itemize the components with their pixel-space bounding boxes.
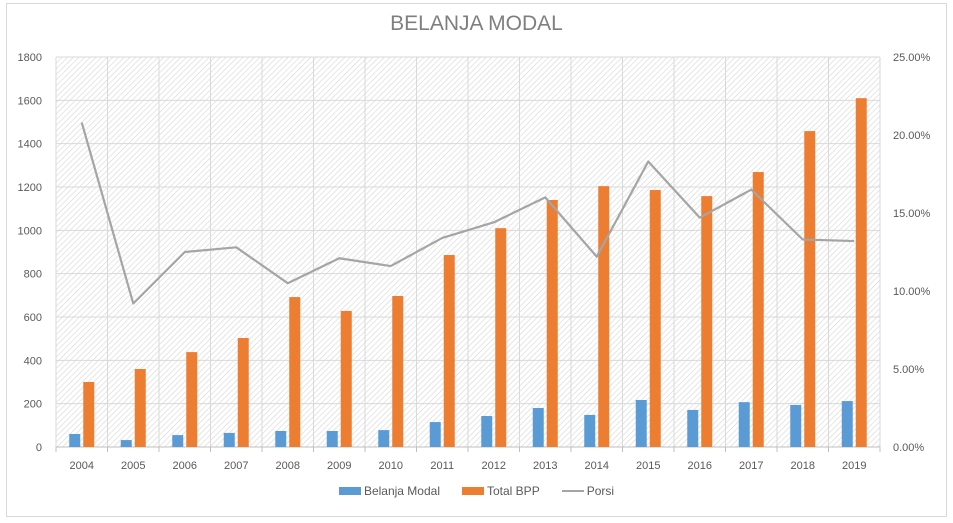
bar-belanja-modal xyxy=(69,434,81,447)
y-tick-label: 1800 xyxy=(18,52,42,64)
bar-belanja-modal xyxy=(223,432,235,447)
y2-tick-label: 20.00% xyxy=(893,130,931,142)
bar-belanja-modal xyxy=(326,430,338,447)
y-tick-label: 600 xyxy=(24,312,42,324)
x-tick-label: 2006 xyxy=(173,460,197,472)
bar-series xyxy=(69,98,867,448)
legend-swatch-orange xyxy=(462,487,484,495)
x-tick-label: 2004 xyxy=(70,460,94,472)
y-axis-left: 0 200 400 600 800 1000 1200 1400 1600 1800 xyxy=(18,52,42,454)
x-tick-label: 2019 xyxy=(842,460,866,472)
y2-tick-label: 25.00% xyxy=(893,52,931,64)
bar-belanja-modal xyxy=(687,409,699,447)
bar-belanja-modal xyxy=(429,422,441,447)
bar-belanja-modal xyxy=(584,414,596,447)
bar-total-bpp xyxy=(83,382,95,447)
bar-total-bpp xyxy=(855,98,867,448)
chart-title: BELANJA MODAL xyxy=(390,12,563,35)
bar-total-bpp xyxy=(752,172,764,448)
y-tick-label: 800 xyxy=(24,269,42,281)
bar-belanja-modal xyxy=(275,430,287,447)
y2-tick-label: 15.00% xyxy=(893,208,931,220)
legend-item-total-bpp[interactable]: Total BPP xyxy=(462,484,540,498)
x-tick-label: 2014 xyxy=(585,460,609,472)
x-tick-label: 2010 xyxy=(379,460,403,472)
legend-item-porsi[interactable]: Porsi xyxy=(561,484,615,498)
x-tick-label: 2012 xyxy=(482,460,506,472)
bar-total-bpp xyxy=(237,338,249,447)
bar-belanja-modal xyxy=(532,408,544,447)
y-tick-label: 1600 xyxy=(18,95,42,107)
bar-total-bpp xyxy=(701,196,713,447)
legend-line-swatch xyxy=(561,490,584,492)
y-tick-label: 1200 xyxy=(18,182,42,194)
bar-total-bpp xyxy=(443,255,455,447)
line-series-porsi xyxy=(80,122,855,305)
bar-belanja-modal xyxy=(790,404,802,447)
bar-belanja-modal xyxy=(172,435,184,447)
x-tick-label: 2005 xyxy=(121,460,145,472)
bar-total-bpp xyxy=(546,200,558,447)
bar-belanja-modal xyxy=(841,401,853,447)
y-tick-label: 0 xyxy=(36,442,42,454)
bar-total-bpp xyxy=(495,228,507,447)
bar-total-bpp xyxy=(598,186,610,447)
y-tick-label: 1000 xyxy=(18,225,42,237)
bar-belanja-modal xyxy=(738,402,750,447)
bar-total-bpp xyxy=(289,297,301,447)
y-tick-label: 400 xyxy=(24,355,42,367)
bar-belanja-modal xyxy=(378,430,390,447)
bar-belanja-modal xyxy=(120,440,132,447)
x-tick-label: 2013 xyxy=(533,460,557,472)
x-tick-label: 2009 xyxy=(327,460,351,472)
legend-label: Belanja Modal xyxy=(363,484,440,498)
bar-total-bpp xyxy=(134,369,146,447)
y2-tick-label: 5.00% xyxy=(893,364,924,376)
bar-total-bpp xyxy=(649,190,661,448)
legend-label: Total BPP xyxy=(487,484,540,498)
bar-total-bpp xyxy=(340,310,352,447)
y2-tick-label: 0.00% xyxy=(893,442,924,454)
legend-swatch-blue xyxy=(338,487,361,495)
bar-total-bpp xyxy=(392,295,404,447)
x-tick-label: 2008 xyxy=(276,460,300,472)
legend-label: Porsi xyxy=(586,484,615,498)
x-tick-label: 2007 xyxy=(224,460,248,472)
bar-total-bpp xyxy=(186,352,198,447)
legend-item-belanja-modal[interactable]: Belanja Modal xyxy=(338,484,440,498)
x-tick-label: 2016 xyxy=(688,460,712,472)
bar-belanja-modal xyxy=(481,416,493,447)
y-tick-label: 1400 xyxy=(18,139,42,151)
bar-belanja-modal xyxy=(635,399,647,447)
bar-total-bpp xyxy=(804,131,816,447)
x-tick-label: 2017 xyxy=(739,460,763,472)
x-tick-label: 2015 xyxy=(636,460,660,472)
y-tick-label: 200 xyxy=(24,399,42,411)
y2-tick-label: 10.00% xyxy=(893,286,931,298)
y-axis-right: 0.00% 5.00% 10.00% 15.00% 20.00% 25.00% xyxy=(893,52,931,454)
x-tick-label: 2011 xyxy=(430,460,454,472)
legend: Belanja Modal Total BPP Porsi xyxy=(0,484,953,498)
x-tick-label: 2018 xyxy=(791,460,815,472)
x-axis: 2004 2005 2006 2007 2008 2009 2010 2011 2012 2013… xyxy=(55,447,881,472)
